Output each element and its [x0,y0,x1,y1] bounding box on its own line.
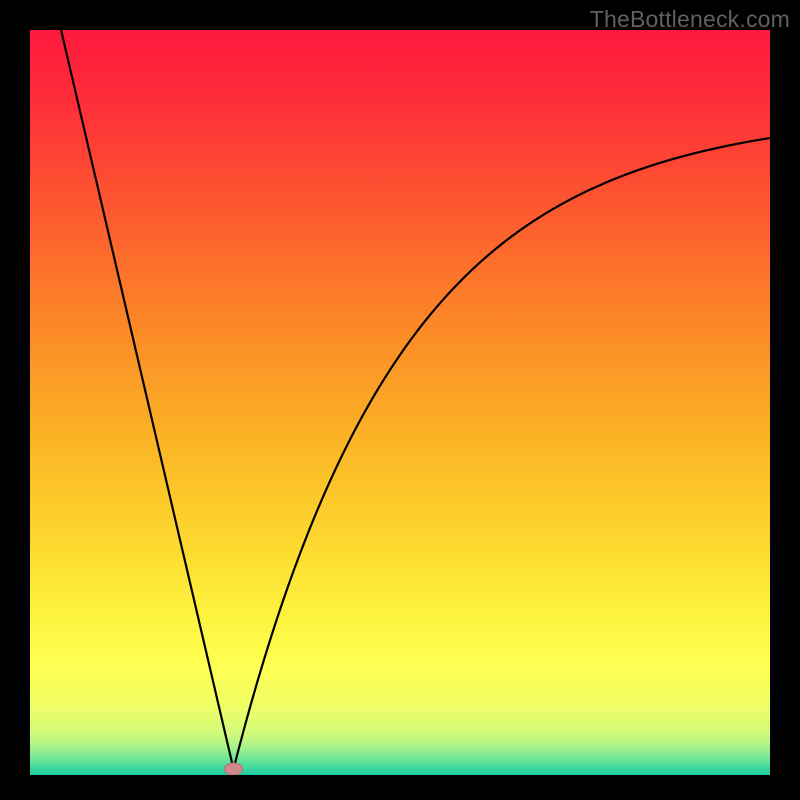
plot-border-left [0,0,30,800]
gradient-background [30,30,770,775]
plot-border-right [770,0,800,800]
chart-svg [0,0,800,800]
plot-border-bottom [0,775,800,800]
watermark-text: TheBottleneck.com [590,6,790,33]
minimum-marker [225,763,243,775]
